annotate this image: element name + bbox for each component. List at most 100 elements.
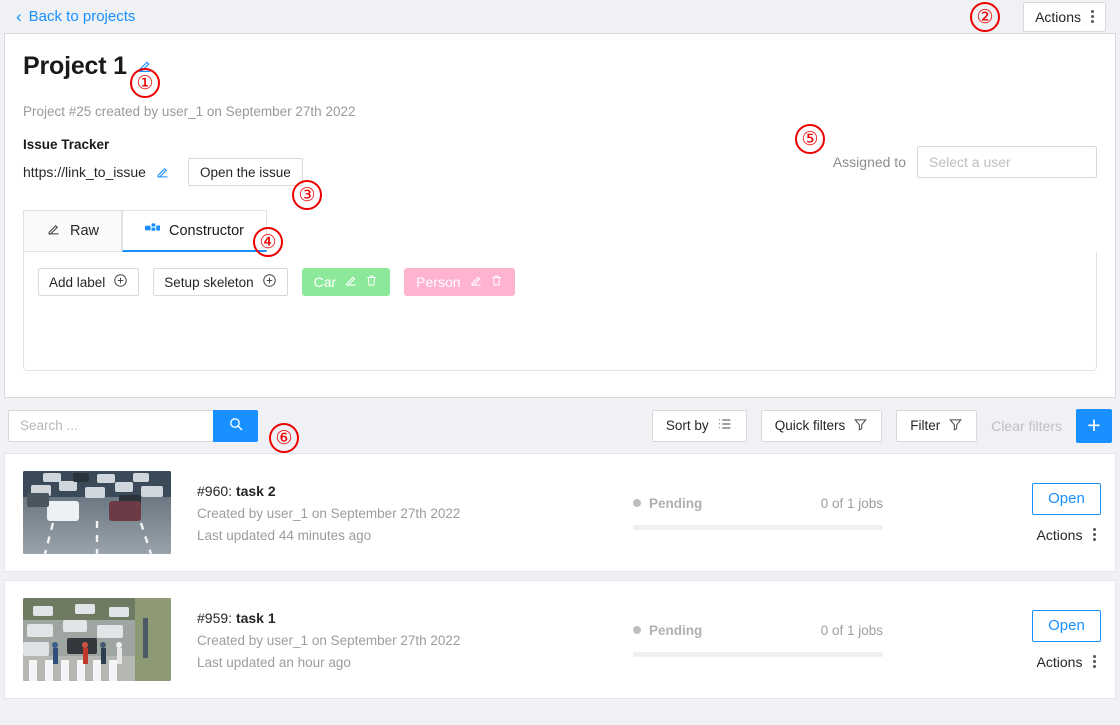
task-thumbnail <box>23 598 171 681</box>
tab-raw-label: Raw <box>70 223 100 239</box>
vertical-dots-icon <box>1093 655 1097 668</box>
task-name: task 2 <box>235 482 276 499</box>
quick-filters-button[interactable]: Quick filters <box>760 409 883 442</box>
plus-circle-icon <box>262 273 277 291</box>
constructor-panel: Add label Setup skeleton Car <box>23 252 1097 371</box>
table-row[interactable]: #960: task 2 Created by user_1 on Septem… <box>4 453 1116 572</box>
status-dot-icon <box>633 499 641 507</box>
back-to-projects-link[interactable]: ‹ Back to projects <box>16 8 135 25</box>
back-to-projects-label: Back to projects <box>28 8 136 25</box>
label-chip-row: Add label Setup skeleton Car <box>38 268 1082 296</box>
project-title-row: Project 1 <box>23 52 1097 81</box>
issue-tracker-row: https://link_to_issue Open the issue <box>23 158 1097 186</box>
task-actions-label: Actions <box>1036 526 1083 543</box>
open-the-issue-button[interactable]: Open the issue <box>187 158 303 186</box>
create-task-button[interactable]: + <box>1076 408 1112 443</box>
label-chip-car[interactable]: Car <box>301 268 391 296</box>
assigned-to-label: Assigned to <box>832 154 906 170</box>
jobs-count: 0 of 1 jobs <box>820 495 883 511</box>
plus-circle-icon <box>113 273 128 291</box>
task-status-line: Pending 0 of 1 jobs <box>633 496 883 511</box>
search-input[interactable] <box>8 409 213 442</box>
search-group <box>8 409 258 442</box>
progress-bar <box>633 524 883 530</box>
label-chip-car-name: Car <box>313 274 337 290</box>
task-row-actions: Open Actions <box>1032 609 1101 670</box>
annotation-marker-①: ① <box>130 68 160 98</box>
open-task-button[interactable]: Open <box>1032 609 1101 642</box>
open-task-button[interactable]: Open <box>1032 482 1101 515</box>
clear-filters-button[interactable]: Clear filters <box>991 417 1062 434</box>
issue-tracker-label: Issue Tracker <box>23 137 110 152</box>
filter-toolbar: Sort by Quick filters Filter <box>0 398 1120 453</box>
top-bar: ‹ Back to projects Actions <box>0 0 1120 33</box>
sort-list-icon <box>717 416 733 435</box>
status-label: Pending <box>649 495 703 511</box>
task-status-line: Pending 0 of 1 jobs <box>633 623 883 638</box>
top-bar-right: Actions <box>1023 1 1106 32</box>
filter-button[interactable]: Filter <box>896 409 978 442</box>
sort-by-button[interactable]: Sort by <box>651 409 747 442</box>
task-status-column: Pending 0 of 1 jobs <box>633 623 883 657</box>
task-info: #960: task 2 Created by user_1 on Septem… <box>197 483 627 543</box>
sort-by-label: Sort by <box>665 418 709 433</box>
table-row[interactable]: #959: task 1 Created by user_1 on Septem… <box>4 580 1116 699</box>
assignee-select-input[interactable] <box>917 146 1097 178</box>
plus-icon: + <box>1087 412 1101 438</box>
constructor-icon <box>145 221 161 240</box>
task-created: Created by user_1 on September 27th 2022 <box>197 632 461 648</box>
label-chip-person-icons <box>469 274 503 291</box>
delete-label-icon[interactable] <box>365 274 378 290</box>
task-info: #959: task 1 Created by user_1 on Septem… <box>197 610 627 670</box>
pencil-icon <box>46 222 61 241</box>
quick-filters-label: Quick filters <box>774 418 846 433</box>
status-badge: Pending <box>633 496 702 511</box>
task-row-actions: Open Actions <box>1032 482 1101 543</box>
edit-label-icon[interactable] <box>344 274 358 291</box>
assigned-to-group: Assigned to <box>833 146 1097 178</box>
annotation-marker-②: ② <box>970 2 1000 32</box>
annotation-marker-③: ③ <box>292 180 322 210</box>
task-title: #960: task 2 <box>197 483 627 499</box>
task-updated: Last updated 44 minutes ago <box>197 527 372 543</box>
filter-label: Filter <box>910 418 941 433</box>
task-created: Created by user_1 on September 27th 2022 <box>197 505 461 521</box>
task-id: #960: <box>197 482 233 499</box>
tab-constructor[interactable]: Constructor <box>122 210 267 252</box>
status-label: Pending <box>649 622 703 638</box>
task-id: #959: <box>197 609 233 626</box>
edit-label-icon[interactable] <box>469 274 483 291</box>
add-label-button[interactable]: Add label <box>38 268 140 296</box>
funnel-icon <box>948 417 963 435</box>
funnel-icon <box>853 417 868 435</box>
project-actions-button[interactable]: Actions <box>1023 1 1106 32</box>
project-actions-label: Actions <box>1035 8 1081 25</box>
search-icon <box>228 416 244 435</box>
page-title: Project 1 <box>23 52 127 80</box>
project-meta: Project #25 created by user_1 on Septemb… <box>23 104 356 119</box>
edit-issue-link-icon[interactable] <box>155 165 170 180</box>
setup-skeleton-button[interactable]: Setup skeleton <box>153 268 288 296</box>
filter-buttons-group: Sort by Quick filters Filter <box>651 408 1116 443</box>
jobs-count: 0 of 1 jobs <box>820 622 883 638</box>
add-label-text: Add label <box>49 274 106 290</box>
annotation-marker-⑥: ⑥ <box>269 423 299 453</box>
annotation-marker-④: ④ <box>253 227 283 257</box>
tab-constructor-label: Constructor <box>169 222 244 239</box>
task-actions-button[interactable]: Actions <box>1037 654 1097 670</box>
vertical-dots-icon <box>1093 528 1097 541</box>
label-editor-tabs: Raw Constructor <box>23 210 1097 252</box>
search-button[interactable] <box>213 409 258 442</box>
task-actions-button[interactable]: Actions <box>1037 527 1097 543</box>
task-name: task 1 <box>235 609 276 626</box>
label-chip-car-icons <box>344 274 378 291</box>
task-actions-label: Actions <box>1036 653 1083 670</box>
status-badge: Pending <box>633 623 702 638</box>
status-dot-icon <box>633 626 641 634</box>
label-chip-person[interactable]: Person <box>404 268 515 296</box>
setup-skeleton-text: Setup skeleton <box>164 274 254 290</box>
chevron-left-icon: ‹ <box>16 7 22 26</box>
task-title: #959: task 1 <box>197 610 627 626</box>
delete-label-icon[interactable] <box>490 274 503 290</box>
tab-raw[interactable]: Raw <box>23 210 123 252</box>
